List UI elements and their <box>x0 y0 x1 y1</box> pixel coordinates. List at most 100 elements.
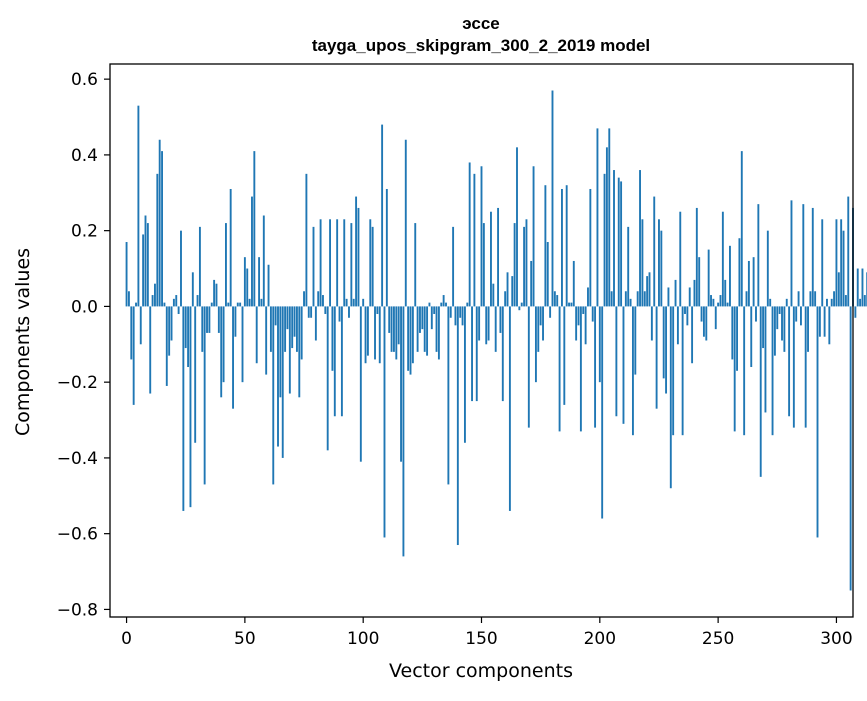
bar <box>322 295 324 307</box>
bar <box>771 306 774 436</box>
bar <box>719 295 722 307</box>
y-tick-label: −0.4 <box>57 449 98 469</box>
bar <box>800 306 802 326</box>
bar <box>707 249 710 307</box>
bar <box>844 295 847 307</box>
bar <box>314 306 317 341</box>
bar <box>551 90 554 307</box>
bar <box>781 306 783 341</box>
bar <box>222 306 225 383</box>
bar <box>350 223 353 307</box>
bar <box>478 306 481 341</box>
bar <box>506 272 509 307</box>
bar <box>823 306 826 337</box>
bar <box>411 306 414 364</box>
bar <box>206 306 208 333</box>
bar <box>404 139 407 307</box>
bar <box>454 306 457 326</box>
x-tick-label: 300 <box>820 629 852 649</box>
bar <box>348 306 350 318</box>
bar <box>499 306 502 333</box>
bar <box>144 215 147 307</box>
bar <box>310 306 313 318</box>
bar <box>792 306 795 428</box>
bar <box>189 306 192 508</box>
bar <box>336 219 339 307</box>
bar <box>579 306 582 432</box>
bar <box>620 181 623 307</box>
bar <box>511 276 514 307</box>
bar <box>388 306 391 333</box>
bar <box>568 302 570 307</box>
bar <box>480 166 483 307</box>
bar <box>542 306 544 341</box>
bar <box>729 245 731 307</box>
bar <box>705 306 708 341</box>
bar <box>253 151 256 307</box>
bar <box>184 306 187 349</box>
bar <box>305 173 308 307</box>
bar <box>650 306 653 341</box>
bar <box>213 279 216 307</box>
bar <box>402 306 405 557</box>
bar <box>243 257 246 307</box>
axes-layer: 0 50 100 150 200 250 300 −0.8 −0.6 −0.4 −0.2 0.0 0.2… <box>57 63 854 649</box>
bar <box>745 291 748 307</box>
x-tick-label: 0 <box>121 629 132 649</box>
bar <box>258 257 261 307</box>
bar <box>227 302 230 307</box>
y-tick-label: 0.4 <box>71 146 98 166</box>
bar <box>676 306 679 345</box>
bar <box>773 306 776 356</box>
bar <box>856 268 859 307</box>
bar <box>440 302 443 307</box>
bar <box>442 295 445 307</box>
bar <box>475 306 478 402</box>
bar <box>251 196 253 307</box>
bar <box>679 211 682 307</box>
bar <box>291 306 294 349</box>
y-tick-label: 0.2 <box>71 222 98 242</box>
bar <box>125 242 128 307</box>
bar <box>518 306 521 311</box>
bar <box>532 166 535 307</box>
bar <box>712 298 715 307</box>
bar <box>132 306 135 405</box>
bar <box>135 302 137 307</box>
bar <box>788 306 791 417</box>
bar <box>248 298 251 307</box>
bar <box>629 298 632 307</box>
bar <box>662 306 665 379</box>
bar <box>570 302 573 307</box>
bar <box>636 291 639 307</box>
chart-subtitle: tayga_upos_skipgram_300_2_2019 model <box>312 36 650 55</box>
bar <box>525 219 528 307</box>
bar <box>423 306 426 352</box>
bar <box>274 306 277 326</box>
bar <box>639 170 641 307</box>
bar <box>319 219 322 307</box>
bar <box>688 287 691 307</box>
bar <box>127 291 130 307</box>
bar <box>172 298 175 307</box>
bar <box>561 188 563 307</box>
bar <box>383 306 386 538</box>
bar <box>215 283 218 307</box>
bar <box>643 291 646 307</box>
bar <box>352 298 355 307</box>
bar <box>246 268 249 307</box>
bar <box>333 306 336 417</box>
bar <box>217 306 220 333</box>
bar <box>154 283 156 307</box>
bar <box>170 306 173 341</box>
bar <box>861 268 864 307</box>
bar <box>627 226 630 307</box>
bar <box>364 306 367 364</box>
bar <box>807 306 809 352</box>
bar <box>783 306 786 352</box>
bar <box>762 306 765 349</box>
bar <box>700 306 703 322</box>
bar <box>385 188 388 307</box>
bar <box>608 128 611 307</box>
